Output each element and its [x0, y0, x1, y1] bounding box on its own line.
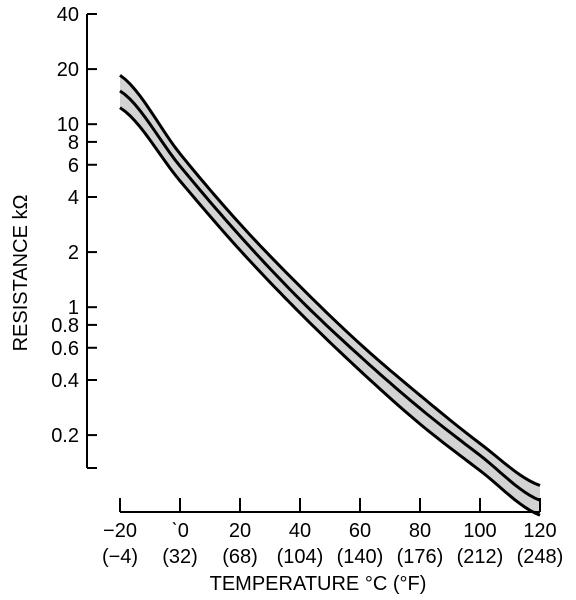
x-tick-label-celsius: 20	[229, 520, 251, 542]
upper-curve	[119, 74, 541, 487]
x-tick-label-fahrenheit: (−4)	[102, 546, 138, 568]
y-tick-label: 0.2	[51, 425, 79, 447]
y-tick-label: 0.6	[51, 338, 79, 360]
x-tick-label-celsius: 60	[349, 520, 371, 542]
shaded-band	[120, 75, 540, 516]
y-tick-label: 8	[68, 132, 79, 154]
y-tick-label: 0.4	[51, 370, 79, 392]
x-tick-label-fahrenheit: (140)	[337, 546, 384, 568]
curves-layer	[119, 74, 541, 517]
y-tick-label: 2	[68, 242, 79, 264]
x-ticks-layer: −20 (−4) ˋ0 (32) 20 (68) 40 (104) 60 (140) 80 (176)…	[102, 498, 563, 568]
x-tick-label-fahrenheit: (104)	[277, 546, 324, 568]
x-tick-label-fahrenheit: (248)	[517, 546, 564, 568]
axes-layer	[86, 14, 540, 513]
y-tick-label: 20	[57, 59, 79, 81]
x-tick-label-celsius: 40	[289, 520, 311, 542]
y-tick-label: 0.8	[51, 315, 79, 337]
x-tick-label-celsius: 100	[463, 520, 496, 542]
y-tick-label: 40	[57, 4, 79, 26]
y-tick-label: 4	[68, 187, 79, 209]
y-tick-label: 1	[68, 297, 79, 319]
x-tick-label-celsius: 120	[523, 520, 556, 542]
shaded-band-layer	[120, 75, 540, 516]
x-tick-label-celsius: 80	[409, 520, 431, 542]
x-tick-label-fahrenheit: (68)	[222, 546, 258, 568]
x-tick-label-fahrenheit: (212)	[457, 546, 504, 568]
middle-curve	[119, 89, 541, 502]
x-axis-label: TEMPERATURE °C (°F)	[210, 573, 427, 595]
y-tick-label: 6	[68, 155, 79, 177]
x-tick-label-celsius: ˋ0	[171, 520, 189, 542]
lower-curve	[119, 106, 541, 517]
x-tick-label-fahrenheit: (176)	[397, 546, 444, 568]
y-axis-label: RESISTANCE kΩ	[10, 195, 32, 352]
x-tick-label-celsius: −20	[103, 520, 137, 542]
x-tick-label-fahrenheit: (32)	[162, 546, 198, 568]
y-tick-label: 10	[57, 114, 79, 136]
